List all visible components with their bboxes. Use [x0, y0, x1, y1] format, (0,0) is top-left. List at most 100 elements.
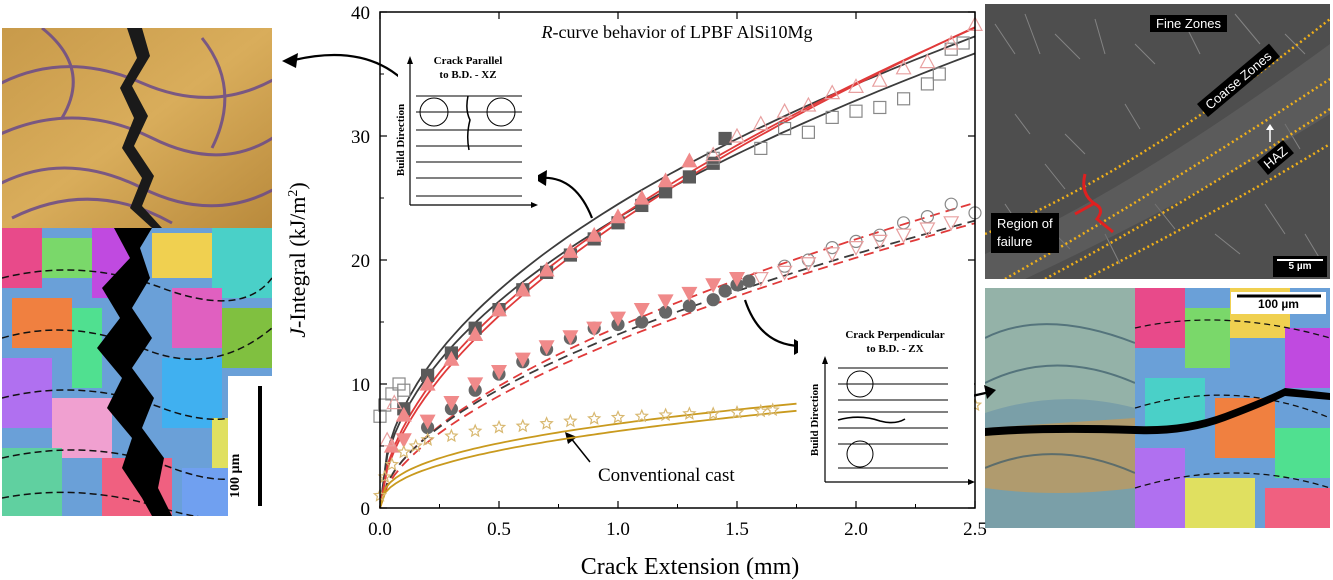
- data-point-s7: [847, 241, 865, 256]
- data-point-s3: [800, 96, 817, 112]
- x-tick-label: 1.5: [725, 519, 749, 540]
- chart-arrowheads: [282, 53, 996, 444]
- inset-parallel-title-1: Crack Parallel: [434, 55, 503, 67]
- data-point-s1: [609, 208, 627, 224]
- data-point-s8: [468, 423, 483, 438]
- sem-label-fine-zones: Fine Zones: [1150, 15, 1228, 32]
- data-point-s3: [379, 431, 396, 447]
- y-tick-label: 20: [351, 251, 370, 272]
- data-point-s2: [849, 104, 863, 118]
- data-point-s8: [765, 402, 780, 417]
- data-point-s7: [800, 257, 817, 272]
- fit-curve-8: [379, 402, 797, 509]
- data-point-s7: [871, 234, 888, 250]
- data-point-s2: [378, 398, 392, 412]
- sem-failure-line1: Region of: [997, 216, 1053, 231]
- x-tick-label: 2.0: [844, 519, 868, 540]
- data-point-s5: [443, 396, 460, 411]
- inset-perp-title-1: Crack Perpendicular: [845, 329, 944, 341]
- data-point-s5: [728, 272, 746, 287]
- data-point-s3: [705, 146, 722, 162]
- data-point-s5: [586, 321, 603, 337]
- data-point-s8: [587, 411, 602, 425]
- data-point-s1: [633, 189, 650, 205]
- fit-curve-6: [379, 222, 976, 509]
- data-point-s1: [514, 281, 531, 297]
- data-point-s2: [956, 36, 970, 50]
- cast-annotation-arrow: [569, 436, 591, 463]
- data-point-s3: [871, 71, 888, 87]
- data-point-s5: [467, 377, 484, 393]
- data-point-s8: [539, 416, 554, 430]
- y-tick-label: 30: [351, 127, 370, 148]
- data-point-s3: [919, 53, 936, 69]
- data-point-s4: [718, 284, 732, 298]
- data-point-s7: [776, 265, 793, 281]
- data-point-s8: [444, 428, 459, 443]
- sem-scale-bar-label: 5 µm: [1288, 261, 1312, 272]
- axis-ticks: 0.0 0.5 1.0 1.5 2.0 2.5 0 10 20 30 40: [351, 3, 987, 540]
- data-markers: [372, 16, 984, 502]
- data-point-s0: [718, 131, 732, 146]
- data-point-s8: [634, 408, 649, 423]
- data-point-s6: [944, 197, 958, 211]
- data-point-s3: [752, 115, 769, 131]
- data-point-s5: [514, 352, 531, 368]
- inset-perp-axis-label: Build Direction: [809, 384, 821, 456]
- data-point-s7: [752, 272, 769, 287]
- data-point-s8: [491, 419, 507, 434]
- data-point-s2: [777, 121, 792, 136]
- x-tick-label: 0.5: [487, 519, 511, 540]
- data-point-s0: [658, 185, 673, 199]
- data-point-s7: [919, 222, 936, 238]
- data-point-s8: [515, 418, 530, 433]
- data-point-s3: [776, 102, 793, 118]
- data-point-s2: [754, 141, 768, 155]
- data-point-s1: [490, 301, 508, 317]
- inset-parallel-axis-label: Build Direction: [395, 104, 407, 176]
- x-tick-label: 2.5: [963, 519, 987, 540]
- fit-curve-0: [379, 35, 976, 509]
- data-point-s2: [397, 383, 411, 397]
- data-point-s8: [420, 432, 435, 446]
- inset-crack-parallel: Crack Parallel to B.D. - XZ Build Direct…: [395, 44, 538, 209]
- data-point-s6: [801, 253, 816, 267]
- data-point-s2: [920, 77, 935, 91]
- fit-curves: [379, 26, 976, 509]
- sem-failure-line2: failure: [997, 234, 1033, 249]
- sem-label-region-of-failure: Region of failure: [991, 213, 1059, 253]
- data-point-s8: [610, 409, 626, 424]
- data-point-s7: [943, 216, 960, 232]
- data-point-s4: [742, 274, 756, 288]
- data-point-s7: [895, 228, 912, 244]
- data-point-s1: [562, 243, 579, 258]
- bottom-right-scale-bar-label: 100 µm: [1258, 297, 1299, 311]
- x-tick-label: 0.0: [368, 519, 392, 540]
- data-point-s1: [395, 406, 412, 422]
- data-point-s5: [419, 414, 436, 430]
- data-point-s8: [753, 403, 768, 418]
- data-point-s5: [633, 303, 650, 318]
- data-point-s1: [657, 172, 674, 188]
- data-point-s5: [395, 433, 412, 449]
- bottom-right-micrograph-image: [985, 288, 1330, 528]
- data-point-s1: [586, 226, 603, 242]
- data-point-s4: [706, 293, 720, 307]
- data-point-s3: [728, 127, 746, 143]
- data-point-s1: [443, 350, 460, 366]
- y-tick-label: 10: [351, 375, 370, 396]
- inset-crack-perpendicular: Crack Perpendicular to B.D. - ZX Build D…: [798, 320, 975, 488]
- data-point-s2: [932, 67, 946, 81]
- data-point-s5: [705, 278, 722, 294]
- data-point-s5: [538, 340, 555, 356]
- data-point-s8: [729, 404, 745, 419]
- bottom-right-micrograph-panel: 100 µm: [985, 288, 1330, 528]
- data-point-s3: [847, 78, 865, 93]
- inset-perp-title-2: to B.D. - ZX: [866, 343, 923, 355]
- fit-curve-7: [379, 409, 797, 509]
- conventional-cast-label: Conventional cast: [598, 465, 735, 486]
- data-point-s8: [396, 444, 411, 459]
- data-point-s5: [490, 365, 508, 380]
- chart-title: R-curve behavior of LPBF AlSi10Mg: [541, 22, 813, 42]
